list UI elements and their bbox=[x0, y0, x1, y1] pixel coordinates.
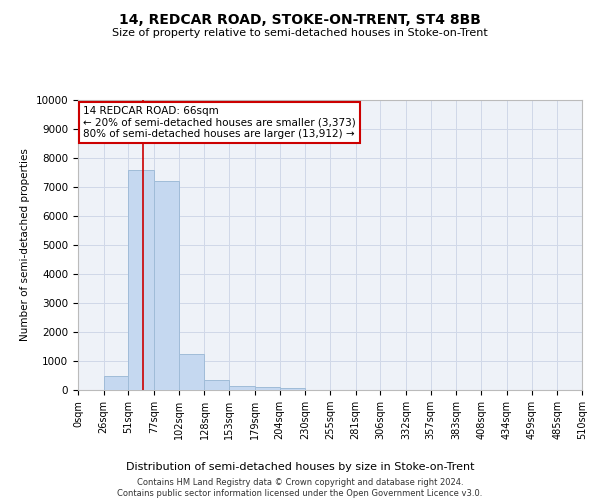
Text: Contains HM Land Registry data © Crown copyright and database right 2024.
Contai: Contains HM Land Registry data © Crown c… bbox=[118, 478, 482, 498]
Bar bbox=[104, 376, 128, 390]
Bar bbox=[205, 380, 229, 390]
Bar bbox=[229, 386, 255, 390]
Bar bbox=[154, 181, 179, 390]
Text: 14, REDCAR ROAD, STOKE-ON-TRENT, ST4 8BB: 14, REDCAR ROAD, STOKE-ON-TRENT, ST4 8BB bbox=[119, 12, 481, 26]
Bar bbox=[255, 387, 280, 390]
Bar bbox=[128, 170, 154, 390]
Text: 14 REDCAR ROAD: 66sqm
← 20% of semi-detached houses are smaller (3,373)
80% of s: 14 REDCAR ROAD: 66sqm ← 20% of semi-deta… bbox=[83, 106, 356, 139]
Bar bbox=[280, 388, 305, 390]
Y-axis label: Number of semi-detached properties: Number of semi-detached properties bbox=[20, 148, 30, 342]
Text: Size of property relative to semi-detached houses in Stoke-on-Trent: Size of property relative to semi-detach… bbox=[112, 28, 488, 38]
Text: Distribution of semi-detached houses by size in Stoke-on-Trent: Distribution of semi-detached houses by … bbox=[126, 462, 474, 472]
Bar bbox=[179, 354, 205, 390]
